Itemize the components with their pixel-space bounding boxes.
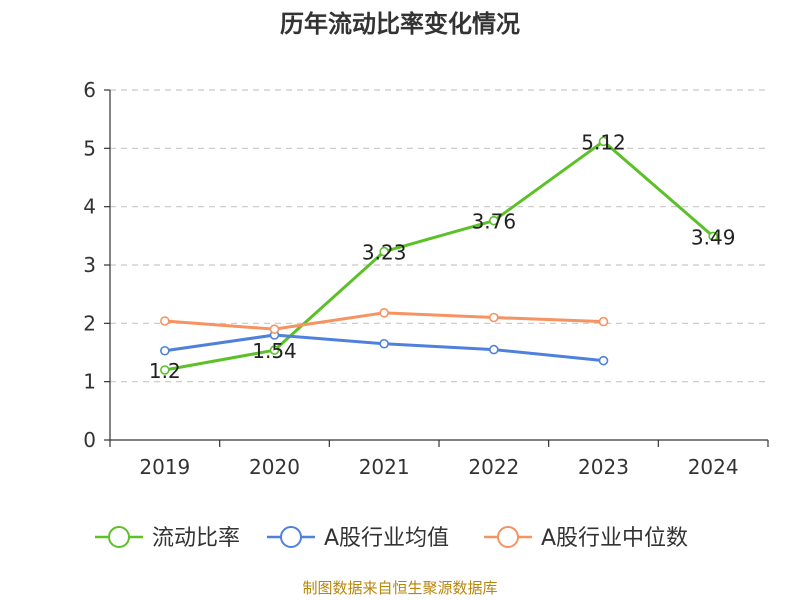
x-tick-label: 2024 [688, 455, 739, 479]
y-tick-label: 3 [83, 253, 96, 277]
data-point [489, 344, 499, 355]
legend-marker-icon [497, 526, 519, 548]
data-point [598, 355, 609, 366]
data-label: 1.2 [149, 359, 181, 383]
legend-label: 流动比率 [152, 526, 240, 551]
data-label: 3.76 [472, 210, 517, 234]
chart-title: 历年流动比率变化情况 [280, 10, 520, 38]
x-tick-label: 2021 [359, 455, 410, 479]
source-note: 制图数据来自恒生聚源数据库 [302, 579, 497, 597]
series-line [164, 139, 715, 372]
data-point [160, 365, 170, 375]
legend: 流动比率 A股行业均值 A股行业中位数 [95, 526, 688, 551]
legend-label: A股行业均值 [324, 526, 449, 551]
y-tick-label: 1 [83, 370, 96, 394]
x-tick-label: 2022 [468, 455, 519, 479]
data-labels: 1.2 1.54 3.23 3.76 5.12 3.49 [149, 130, 736, 383]
x-tick-label: 2019 [139, 455, 190, 479]
x-tick-label: 2023 [578, 455, 629, 479]
legend-label: A股行业中位数 [541, 526, 688, 551]
data-point [269, 345, 280, 355]
data-point [708, 231, 718, 242]
data-point [160, 345, 170, 356]
y-tick-label: 6 [83, 78, 96, 102]
data-point [269, 324, 280, 334]
series-lines [160, 136, 718, 375]
legend-marker-icon [280, 526, 302, 548]
axes: 0 1 2 3 4 5 6 2019 2020 2021 2022 2023 2024 [83, 78, 769, 479]
data-point [598, 136, 609, 147]
x-tick-label: 2020 [249, 455, 300, 479]
y-tick-label: 2 [83, 311, 96, 335]
data-point [489, 215, 499, 226]
data-point [160, 316, 170, 326]
y-tick-label: 0 [83, 428, 96, 452]
data-point [379, 246, 389, 257]
data-point [489, 312, 499, 323]
data-label: 3.49 [691, 225, 736, 249]
data-point [379, 308, 389, 318]
data-label: 1.54 [252, 339, 297, 363]
data-label: 5.12 [581, 130, 626, 154]
y-tick-label: 5 [83, 136, 96, 160]
data-point [598, 316, 609, 327]
legend-marker-icon [108, 526, 130, 548]
data-point [379, 338, 389, 349]
y-tick-label: 4 [83, 195, 96, 219]
data-label: 3.23 [362, 241, 407, 265]
